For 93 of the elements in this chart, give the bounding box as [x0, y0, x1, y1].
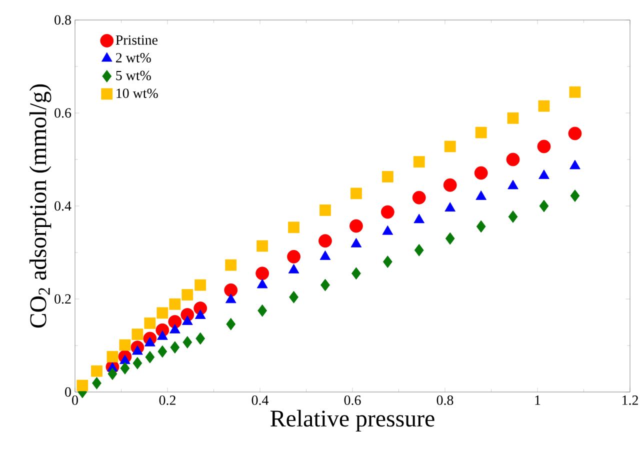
point: [92, 376, 102, 390]
point: [570, 160, 580, 170]
point: [288, 222, 300, 234]
point: [506, 152, 520, 166]
point: [224, 283, 238, 297]
point: [413, 156, 425, 168]
point: [476, 190, 486, 200]
legend-label: Pristine: [116, 35, 158, 45]
point: [132, 356, 142, 370]
y-tick-label: 0.8: [54, 15, 71, 25]
point: [382, 171, 394, 182]
point: [289, 290, 298, 304]
x-tick-label: 0.6: [344, 396, 361, 405]
y-axis-title: CO$_{2}$ adsorption (mmol/g): [29, 84, 52, 328]
point: [182, 336, 192, 348]
point: [538, 170, 550, 179]
point: [256, 266, 270, 280]
point: [380, 205, 394, 219]
point: [119, 339, 131, 351]
point: [539, 200, 549, 212]
x-tick-label: 0.2: [159, 396, 176, 405]
legend-label: 5 wt%: [116, 70, 151, 80]
point: [537, 140, 551, 154]
point: [196, 332, 206, 345]
y-tick-label: 0: [65, 387, 71, 397]
y-tick-label: 0.2: [54, 294, 71, 304]
point: [538, 100, 550, 112]
point: [144, 336, 156, 346]
point: [120, 362, 130, 374]
point: [570, 190, 580, 202]
point: [170, 324, 180, 334]
x-axis-title: Relative pressure: [270, 410, 434, 432]
point: [169, 298, 181, 310]
point: [475, 126, 487, 138]
point: [350, 219, 363, 233]
point: [225, 259, 237, 271]
point: [508, 210, 518, 223]
point: [132, 328, 144, 340]
point: [320, 204, 331, 216]
point: [444, 202, 456, 212]
point: [474, 166, 488, 180]
y-tick-label: 0.4: [54, 201, 72, 211]
point: [352, 267, 361, 280]
x-tick-label: 1: [535, 396, 540, 405]
point: [144, 317, 156, 329]
point: [287, 250, 300, 264]
point: [443, 178, 457, 192]
point: [444, 140, 456, 152]
point: [412, 190, 426, 204]
point: [194, 279, 206, 291]
point: [382, 225, 394, 235]
point: [414, 244, 424, 256]
point: [320, 278, 330, 292]
point: [258, 304, 268, 317]
point: [194, 310, 206, 319]
point: [106, 350, 118, 362]
x-tick-label: 1.2: [622, 396, 638, 405]
point: [226, 318, 236, 330]
y-tick-label: 0.6: [54, 108, 72, 118]
point: [76, 380, 88, 392]
point: [156, 307, 168, 319]
point: [168, 315, 182, 328]
point: [182, 289, 194, 301]
point: [288, 264, 300, 274]
point: [256, 278, 268, 288]
x-tick-label: 0: [72, 396, 78, 405]
point: [445, 232, 455, 245]
point: [318, 234, 332, 248]
point: [414, 214, 424, 224]
x-tick-label: 0.8: [436, 396, 454, 405]
point: [350, 238, 362, 248]
point: [157, 330, 168, 340]
point: [476, 220, 486, 233]
point: [382, 256, 392, 268]
point: [120, 354, 130, 364]
point: [132, 345, 143, 355]
point: [568, 126, 582, 140]
legend-label: 2 wt%: [116, 53, 151, 63]
point: [350, 188, 362, 200]
point: [91, 365, 102, 377]
point: [170, 341, 180, 354]
point: [145, 350, 155, 364]
point: [256, 240, 268, 252]
point: [320, 250, 331, 260]
legend-label: 10 wt%: [116, 88, 158, 98]
point: [158, 345, 168, 358]
x-tick-label: 0.4: [252, 396, 269, 405]
point: [182, 316, 193, 325]
point: [569, 86, 581, 98]
point: [225, 294, 236, 304]
point: [508, 180, 518, 190]
point: [507, 112, 519, 124]
point: [108, 368, 118, 380]
